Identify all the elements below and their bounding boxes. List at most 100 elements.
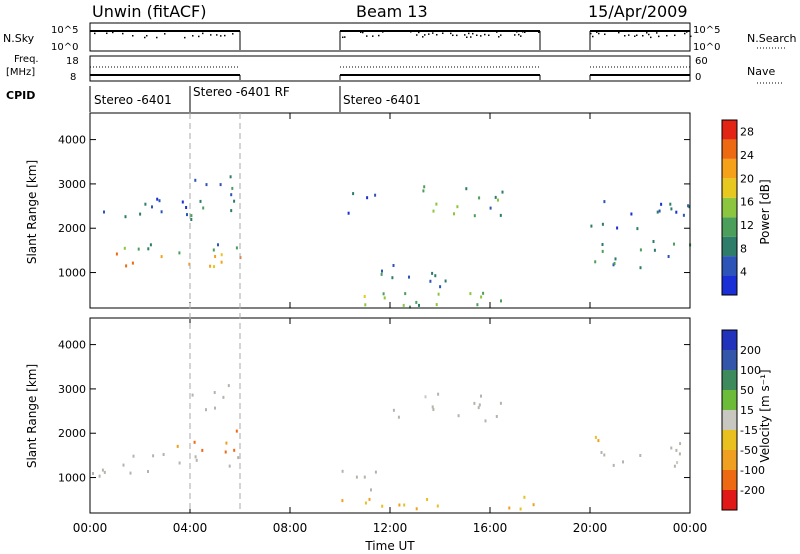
scatter-cell (122, 463, 125, 467)
nsky-speck (590, 32, 592, 35)
scatter-cell (190, 214, 193, 218)
scatter-cell (653, 248, 656, 252)
colorbar-tick-label: 100 (740, 364, 761, 377)
velocity-panel-frame (89, 317, 691, 514)
scatter-cell (465, 187, 468, 191)
nsky-speck (624, 35, 626, 37)
colorbar-tick-label: 200 (740, 344, 761, 357)
colorbar-frame (721, 329, 738, 511)
scatter-cell (188, 262, 191, 266)
scatter-cell (199, 199, 202, 203)
colorbar-tick-label: -100 (740, 464, 765, 477)
scatter-cell (457, 414, 460, 418)
scatter-cell (612, 463, 615, 467)
scatter-cell (600, 451, 603, 454)
scatter-cell (237, 456, 240, 460)
x-tick-label: 00:00 (73, 521, 108, 535)
scatter-cell (434, 274, 437, 278)
scatter-cell (494, 195, 497, 199)
scatter-cell (363, 475, 366, 479)
scatter-cell (422, 189, 425, 193)
mode-change-markers (189, 113, 241, 513)
nsky-speck (522, 31, 524, 33)
scatter-cell (590, 224, 593, 228)
nsky-speck (500, 34, 502, 36)
nsky-speck (202, 32, 204, 35)
nsky-speck (472, 32, 474, 35)
scatter-cell (601, 249, 604, 253)
scatter-cell (603, 200, 606, 204)
scatter-cell (235, 429, 238, 433)
scatter-cell (132, 454, 135, 458)
x-tick-label: 20:00 (573, 521, 608, 535)
scatter-cell (639, 454, 642, 457)
scatter-cell (499, 213, 502, 217)
scatter-cell (484, 419, 487, 423)
y-tick-label: 2000 (58, 222, 86, 235)
scatter-cell (352, 192, 355, 196)
colorbar-swatch (722, 275, 737, 295)
nsky-speck (538, 31, 540, 33)
nsky-speck (686, 31, 688, 33)
scatter-cell (453, 212, 455, 216)
colorbar-swatch (722, 120, 737, 140)
scatter-cell (614, 257, 617, 261)
scatter-cell (156, 197, 159, 201)
scatter-cell (217, 243, 219, 247)
scatter-cell (478, 403, 481, 407)
nsky-speck (476, 34, 478, 37)
scatter-cell (670, 207, 673, 211)
scatter-cell (532, 503, 535, 507)
power-colorbar-label: Power [dB] (758, 179, 772, 244)
scatter-cell (675, 448, 678, 452)
freq-traces (89, 66, 691, 80)
scatter-cell (489, 206, 492, 210)
scatter-cell (597, 439, 600, 443)
scatter-cell (205, 408, 207, 412)
scatter-cell (185, 206, 188, 209)
scatter-cell (418, 303, 420, 307)
scatter-cell (439, 285, 442, 289)
colorbar-swatch (722, 139, 737, 159)
scatter-cell (213, 391, 216, 394)
y-tick-label: 1000 (58, 472, 86, 485)
nsearch-tick-top: 10^5 (693, 25, 720, 36)
scatter-cell (676, 461, 679, 465)
colorbar-swatch (722, 430, 737, 450)
scatter-cell (656, 210, 659, 214)
scatter-cell (392, 264, 395, 267)
nsky-speck (360, 31, 362, 34)
nsky-speck (410, 31, 412, 33)
colorbar-swatch (722, 350, 737, 370)
colorbar-swatch (722, 450, 737, 470)
y-tick-label: 4000 (58, 134, 86, 147)
scatter-cell (435, 202, 438, 206)
scatter-cell (639, 266, 642, 270)
scatter-cell (482, 291, 485, 295)
scatter-cell (201, 448, 204, 452)
colorbar-tick-label: 24 (740, 149, 754, 162)
nsky-speck (216, 34, 218, 36)
colorbar-tick-label: 20 (740, 172, 754, 185)
station-title: Unwin (fitACF) (92, 2, 206, 21)
nsky-speck (366, 35, 368, 37)
colorbar-swatch (722, 490, 737, 510)
scatter-cell (190, 218, 193, 221)
nsky-speck (418, 31, 420, 34)
scatter-cell (403, 503, 406, 507)
scatter-cell (209, 264, 212, 268)
scatter-cell (476, 303, 479, 307)
y-tick-label: 1000 (58, 267, 86, 280)
scatter-cell (370, 488, 372, 492)
time-x-axis: 00:00 04:00 08:00 12:00 16:00 20:00 00:00 (73, 113, 708, 535)
scatter-cell (219, 183, 222, 187)
nsky-speck (112, 31, 114, 34)
scatter-cell (231, 186, 234, 190)
nsky-speck (378, 34, 380, 37)
x-tick-label: 00:00 (673, 521, 708, 535)
nsky-speck (184, 36, 186, 39)
scatter-cell (636, 227, 639, 231)
scatter-cell (98, 474, 101, 478)
scatter-cell (214, 255, 217, 258)
nsky-speck (666, 34, 668, 37)
